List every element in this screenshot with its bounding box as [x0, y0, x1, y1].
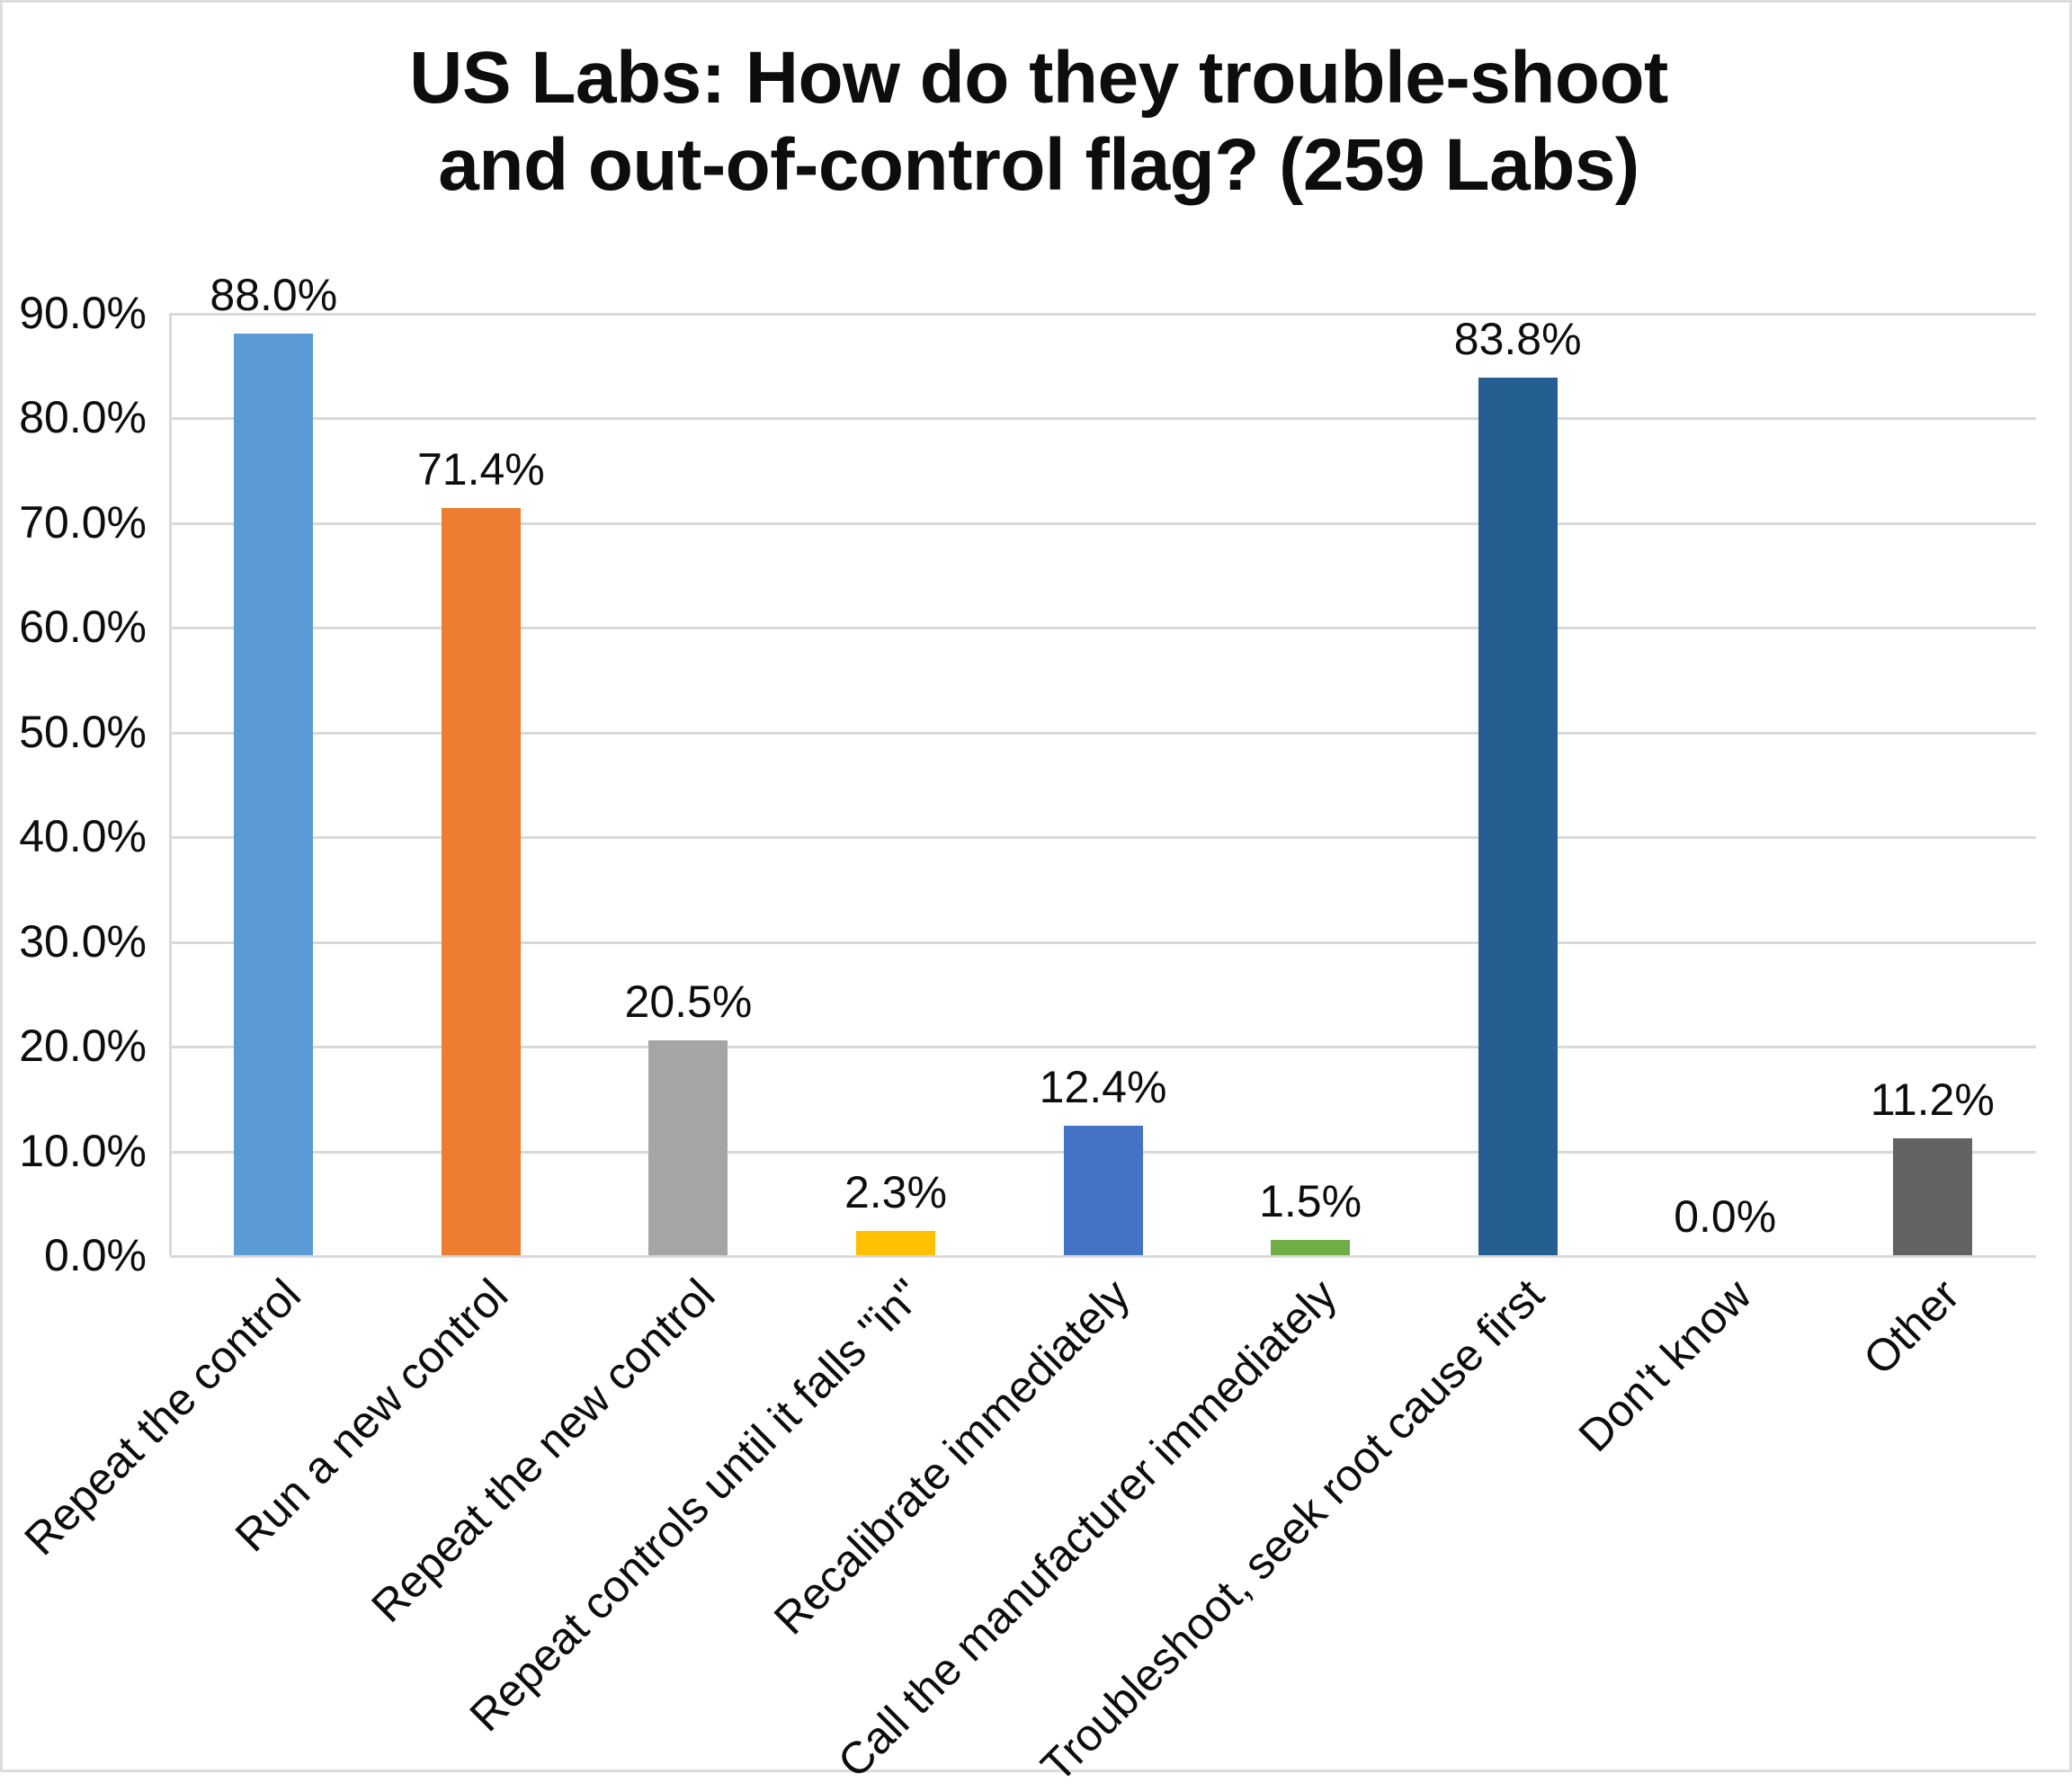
- y-axis-tick-label: 60.0%: [19, 602, 147, 653]
- y-axis-tick-label: 0.0%: [44, 1230, 147, 1280]
- x-axis-tick-label: Other: [1853, 1269, 1969, 1385]
- y-axis-tick-label: 40.0%: [19, 811, 147, 862]
- bar-group: 11.2%: [1829, 313, 2037, 1255]
- gridline: 90.0%: [19, 288, 2036, 338]
- gridline: 40.0%: [19, 811, 2036, 861]
- bar-value-label: 0.0%: [1674, 1191, 1777, 1242]
- x-axis-tick: Don't know: [1569, 1262, 1829, 1729]
- y-axis-tick-label: 50.0%: [19, 706, 147, 757]
- y-axis-tick-label: 30.0%: [19, 915, 147, 967]
- bar-group: 12.4%: [999, 313, 1207, 1255]
- bar-value-label: 88.0%: [210, 270, 338, 321]
- bar[interactable]: [441, 507, 521, 1255]
- bar-value-label: 20.5%: [624, 976, 753, 1028]
- plot-area: 0.0% 10.0% 20.0% 30.0% 40.0% 50.0% 60.0% 70.0% 8…: [19, 270, 2037, 1280]
- bar-group: 1.5%: [1207, 313, 1415, 1255]
- bar-group: 20.5%: [585, 313, 792, 1255]
- x-axis-category-labels: Repeat the control Run a new control Repea…: [14, 1262, 2037, 1792]
- bar[interactable]: [234, 334, 314, 1255]
- bar[interactable]: [1892, 1137, 1972, 1255]
- gridline: 30.0%: [19, 916, 2036, 967]
- bar-value-label: 1.5%: [1259, 1175, 1362, 1226]
- y-axis-tick-label: 80.0%: [19, 392, 147, 443]
- bar-group: 71.4%: [378, 313, 585, 1255]
- bar[interactable]: [855, 1231, 935, 1255]
- y-axis-tick-label: 10.0%: [19, 1125, 147, 1176]
- bar-value-label: 2.3%: [844, 1167, 947, 1218]
- gridline: 50.0%: [19, 707, 2036, 757]
- bar[interactable]: [1271, 1239, 1351, 1255]
- bar-group: 0.0%: [1621, 313, 1829, 1255]
- y-axis-tick-label: 20.0%: [19, 1021, 147, 1072]
- bar-value-label: 83.8%: [1453, 314, 1582, 365]
- bar-value-label: 12.4%: [1039, 1061, 1167, 1112]
- gridline: 0.0%: [44, 1230, 2036, 1280]
- gridline: 60.0%: [19, 602, 2036, 652]
- bar[interactable]: [1063, 1125, 1143, 1255]
- y-axis-line: [169, 313, 172, 1255]
- x-axis-tick: Other: [1829, 1262, 2037, 1729]
- y-axis-tick-label: 90.0%: [19, 288, 147, 338]
- x-axis-tick: Troubleshoot, seek root cause first: [1032, 1262, 1621, 1792]
- gridline: 70.0%: [19, 497, 2036, 548]
- bar-series: 88.0% 71.4% 20.5% 2.3% 12.4% 1.5% 83.8% 0.0% 11.…: [170, 270, 2037, 1255]
- y-axis-tick-label: 70.0%: [19, 496, 147, 548]
- chart-title: US Labs: How do they trouble-shoot and o…: [409, 37, 1668, 206]
- bar-group: 88.0%: [170, 270, 378, 1255]
- bar-group: 83.8%: [1414, 313, 1621, 1255]
- bar[interactable]: [648, 1040, 728, 1255]
- bar-group: 2.3%: [792, 313, 1000, 1255]
- gridline: 80.0%: [19, 392, 2036, 442]
- bar-value-label: 71.4%: [416, 443, 545, 495]
- bar[interactable]: [1478, 378, 1558, 1255]
- gridline: 20.0%: [19, 1021, 2036, 1071]
- bar-value-label: 11.2%: [1870, 1074, 1995, 1125]
